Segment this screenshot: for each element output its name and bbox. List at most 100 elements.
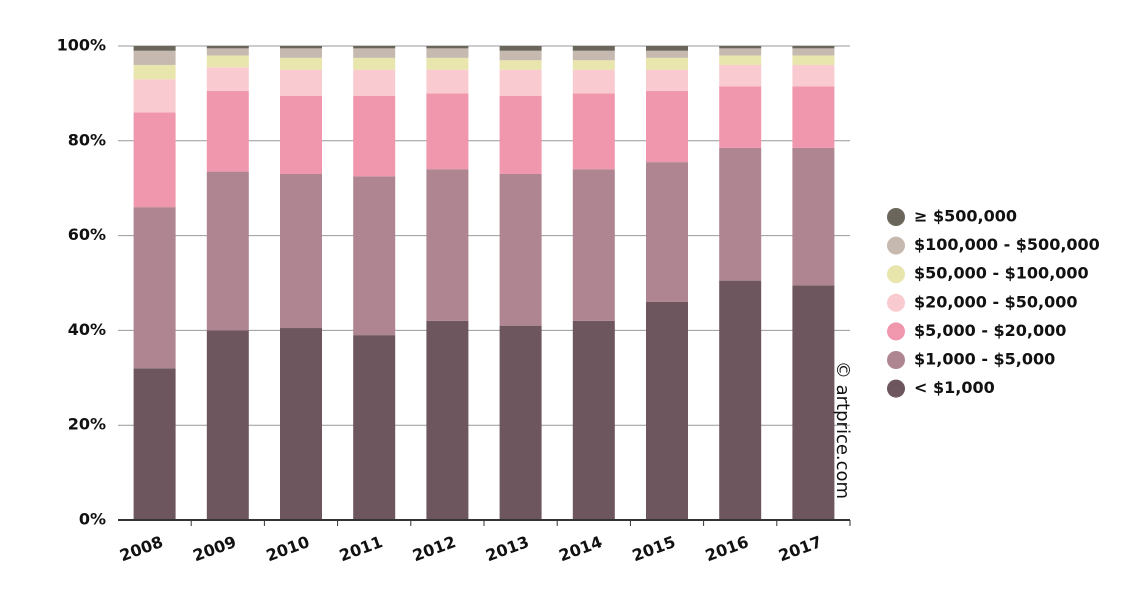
bar-segment (572, 60, 615, 70)
legend-marker (887, 293, 905, 312)
bar-segment (353, 176, 396, 336)
bar-segment (426, 46, 469, 49)
x-tick-label: 2010 (264, 532, 312, 565)
bar-segment (719, 46, 762, 49)
bar-segment (353, 69, 396, 96)
x-tick-label: 2012 (410, 532, 458, 565)
legend-label: $5,000 - $20,000 (914, 321, 1066, 340)
legend-label: ≥ $500,000 (914, 207, 1017, 226)
legend-marker (887, 265, 905, 284)
bar-segment (572, 169, 615, 321)
bar-segment (206, 55, 249, 68)
bar-segment (353, 335, 396, 520)
x-tick-label: 2017 (776, 532, 824, 565)
bar-segment (133, 368, 176, 520)
x-tick-label: 2011 (337, 532, 385, 565)
x-tick-label: 2009 (190, 532, 238, 565)
legend-marker (887, 236, 905, 255)
source-note: © artprice.com (832, 361, 853, 499)
bar-segment (499, 173, 542, 326)
bar-segment (206, 171, 249, 331)
bar-segment (353, 46, 396, 49)
legend-label: $50,000 - $100,000 (914, 264, 1089, 283)
y-tick-label: 40% (68, 320, 106, 339)
bar-segment (572, 69, 615, 94)
bar-segment (572, 46, 615, 51)
bar-segment (499, 60, 542, 70)
x-tick-label: 2015 (630, 532, 678, 565)
x-tick-label: 2008 (117, 532, 165, 565)
bar-segment (572, 50, 615, 61)
bar-segment (280, 46, 322, 49)
bar-segment (133, 50, 176, 65)
legend-label: < $1,000 (914, 378, 995, 397)
bar-segment (353, 48, 396, 58)
bar-segment (792, 46, 835, 49)
bar-segment (426, 169, 469, 321)
bar-segment (646, 50, 688, 58)
y-tick-label: 60% (68, 225, 106, 244)
legend-marker (887, 351, 905, 369)
bar-segment (719, 55, 762, 65)
bar-segment (280, 69, 322, 96)
bar-segment (426, 48, 469, 58)
bar-segment (426, 69, 469, 94)
bar-segment (719, 280, 762, 520)
bar-segment (280, 95, 322, 174)
bar-segment (206, 46, 249, 49)
bar-segment (646, 46, 688, 51)
bar-segment (280, 328, 322, 520)
y-tick-label: 20% (68, 415, 106, 434)
bar-segment (719, 48, 762, 56)
bar-segment (792, 285, 835, 520)
bar-segment (499, 50, 542, 61)
bar-segment (426, 320, 469, 520)
bar-segment (353, 57, 396, 70)
bar-segment (353, 95, 396, 177)
bar-segment (133, 46, 176, 51)
y-tick-label: 100% (57, 36, 106, 55)
bar-segment (792, 48, 835, 56)
bar-segment (499, 95, 542, 174)
bar-segment (280, 173, 322, 329)
bar-segment (792, 64, 835, 87)
y-tick-label: 0% (79, 510, 106, 529)
bar-segment (719, 147, 762, 281)
bar-segment (792, 147, 835, 286)
bar-segment (572, 93, 615, 170)
bar-segment (499, 325, 542, 520)
bar-segment (792, 86, 835, 148)
bar-segment (646, 57, 688, 70)
x-tick-label: 2014 (556, 532, 604, 565)
bar-segment (792, 55, 835, 65)
bar-segment (572, 320, 615, 520)
bar-segment (646, 301, 688, 520)
bar-segment (499, 46, 542, 51)
x-tick-label: 2016 (703, 532, 751, 565)
bar-segment (646, 91, 688, 163)
bar-segment (206, 48, 249, 56)
bar-segment (719, 64, 762, 87)
bar-segment (499, 69, 542, 96)
bar-segment (646, 162, 688, 302)
bar-segment (133, 112, 176, 208)
bar-segment (206, 67, 249, 92)
y-tick-label: 80% (68, 130, 106, 149)
bar-segment (133, 79, 176, 113)
legend-marker (887, 322, 905, 341)
bar-segment (206, 330, 249, 520)
legend-label: $100,000 - $500,000 (914, 235, 1100, 254)
x-tick-label: 2013 (483, 532, 531, 565)
bar-segment (646, 69, 688, 92)
bar-segment (280, 57, 322, 70)
bar-segment (426, 93, 469, 170)
bar-segment (280, 48, 322, 58)
bar-segment (719, 86, 762, 148)
bar-segment (133, 207, 176, 369)
bar-segment (206, 91, 249, 172)
legend-label: $1,000 - $5,000 (914, 350, 1055, 369)
bar-segment (426, 57, 469, 70)
legend-marker (887, 379, 905, 398)
legend-marker (887, 208, 905, 226)
